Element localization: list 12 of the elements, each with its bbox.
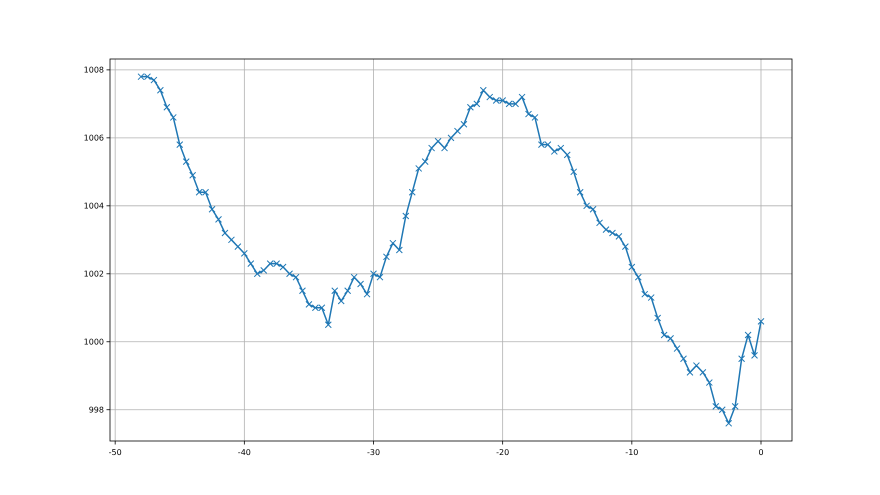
- y-tick-label: 1006: [84, 133, 104, 142]
- y-tick-label: 998: [88, 405, 104, 414]
- x-tick-label: -20: [496, 448, 510, 457]
- x-tick-label: -30: [366, 448, 380, 457]
- x-tick-label: 0: [758, 448, 764, 457]
- y-tick-label: 1002: [84, 269, 104, 278]
- x-tick-label: -40: [238, 448, 251, 457]
- y-tick-label: 1008: [84, 65, 104, 74]
- x-tick-label: -50: [108, 448, 122, 457]
- y-tick-label: 1000: [84, 337, 104, 346]
- x-tick-label: -10: [625, 448, 638, 457]
- y-tick-label: 1004: [84, 201, 104, 210]
